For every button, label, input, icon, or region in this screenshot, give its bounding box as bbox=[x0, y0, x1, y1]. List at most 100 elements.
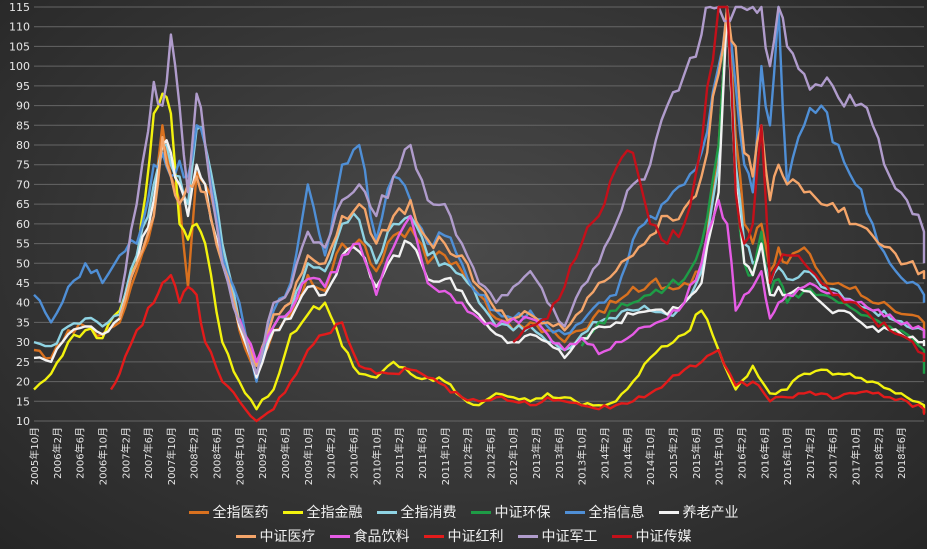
series-line-9 bbox=[118, 5, 926, 375]
x-tick-label: 2007年6月 bbox=[142, 427, 155, 479]
legend-label: 养老产业 bbox=[682, 505, 739, 521]
y-tick-label: 15 bbox=[16, 395, 30, 408]
x-tick-label: 2013年10月 bbox=[576, 427, 589, 485]
y-tick-label: 50 bbox=[16, 257, 30, 270]
legend-label: 全指消费 bbox=[400, 505, 457, 521]
legend-swatch bbox=[423, 534, 444, 538]
legend-swatch bbox=[329, 534, 350, 538]
x-axis-ticks: 2005年10月 2006年2月 2006年6月 2006年10月 2007年2月 200… bbox=[28, 427, 908, 485]
x-tick-label: 2007年10月 bbox=[165, 427, 178, 485]
x-tick-label: 2012年10月 bbox=[507, 427, 520, 485]
legend: 全指医药 全指金融 全指消费 中证环保 全指信息 养老产业 中证医疗 食品饮料 中证红利 中证军… bbox=[0, 500, 927, 548]
legend-label: 全指医药 bbox=[212, 505, 269, 521]
legend-item: 全指信息 bbox=[564, 502, 645, 522]
x-tick-label: 2008年6月 bbox=[211, 427, 224, 479]
legend-item: 全指医药 bbox=[188, 502, 269, 522]
x-tick-label: 2015年10月 bbox=[713, 427, 726, 485]
y-tick-label: 45 bbox=[16, 277, 30, 290]
y-tick-label: 35 bbox=[16, 316, 30, 329]
x-tick-label: 2017年6月 bbox=[827, 427, 840, 479]
plot-area bbox=[33, 5, 926, 423]
legend-swatch bbox=[376, 510, 397, 514]
series-line-0 bbox=[33, 5, 926, 375]
legend-swatch bbox=[235, 534, 256, 538]
y-tick-label: 40 bbox=[16, 297, 30, 310]
legend-label: 中证医疗 bbox=[259, 529, 316, 545]
legend-swatch bbox=[517, 534, 538, 538]
legend-item: 中证军工 bbox=[517, 526, 598, 546]
y-tick-label: 95 bbox=[16, 80, 30, 93]
y-tick-label: 60 bbox=[16, 218, 30, 231]
x-tick-label: 2008年10月 bbox=[233, 427, 246, 485]
x-tick-label: 2010年2月 bbox=[325, 427, 338, 479]
x-tick-label: 2017年2月 bbox=[804, 427, 817, 479]
x-tick-label: 2014年2月 bbox=[599, 427, 612, 479]
series-line-3 bbox=[580, 5, 926, 374]
series-line-5 bbox=[33, 5, 926, 379]
legend-swatch bbox=[611, 534, 632, 538]
x-tick-label: 2011年6月 bbox=[416, 427, 429, 479]
x-tick-label: 2018年2月 bbox=[872, 427, 885, 479]
y-tick-label: 110 bbox=[9, 21, 30, 34]
legend-swatch bbox=[282, 510, 303, 514]
x-tick-label: 2010年10月 bbox=[370, 427, 383, 485]
x-tick-label: 2009年6月 bbox=[279, 427, 292, 479]
x-tick-label: 2014年6月 bbox=[621, 427, 634, 479]
legend-label: 全指信息 bbox=[588, 505, 645, 521]
y-tick-label: 25 bbox=[16, 356, 30, 369]
y-tick-label: 55 bbox=[16, 238, 30, 251]
legend-label: 中证红利 bbox=[447, 529, 504, 545]
x-tick-label: 2006年6月 bbox=[74, 427, 87, 479]
x-tick-label: 2005年10月 bbox=[28, 427, 41, 485]
x-tick-label: 2009年10月 bbox=[302, 427, 315, 485]
series-line-8 bbox=[109, 273, 926, 423]
legend-item: 中证医疗 bbox=[235, 526, 316, 546]
x-tick-label: 2013年2月 bbox=[530, 427, 543, 479]
x-tick-label: 2014年10月 bbox=[644, 427, 657, 485]
x-tick-label: 2015年6月 bbox=[690, 427, 703, 479]
y-tick-label: 65 bbox=[16, 198, 30, 211]
legend-row-1: 全指医药 全指金融 全指消费 中证环保 全指信息 养老产业 bbox=[0, 500, 927, 524]
legend-row-2: 中证医疗 食品饮料 中证红利 中证军工 中证传媒 bbox=[0, 524, 927, 548]
legend-label: 中证军工 bbox=[541, 529, 598, 545]
legend-swatch bbox=[564, 510, 585, 514]
x-tick-label: 2006年10月 bbox=[96, 427, 109, 485]
y-tick-label: 80 bbox=[16, 139, 30, 152]
legend-swatch bbox=[470, 510, 491, 514]
legend-label: 中证传媒 bbox=[635, 529, 692, 545]
legend-item: 全指金融 bbox=[282, 502, 363, 522]
legend-item: 中证传媒 bbox=[611, 526, 692, 546]
x-tick-label: 2008年2月 bbox=[188, 427, 201, 479]
x-tick-label: 2016年6月 bbox=[758, 427, 771, 479]
x-tick-label: 2012年2月 bbox=[462, 427, 475, 479]
legend-item: 全指消费 bbox=[376, 502, 457, 522]
series-line-10 bbox=[512, 5, 926, 362]
x-tick-label: 2011年2月 bbox=[393, 427, 406, 479]
x-tick-label: 2015年2月 bbox=[667, 427, 680, 479]
legend-swatch bbox=[658, 510, 679, 514]
legend-label: 中证环保 bbox=[494, 505, 551, 521]
x-tick-label: 2009年2月 bbox=[256, 427, 269, 479]
legend-item: 中证红利 bbox=[423, 526, 504, 546]
series-line-4 bbox=[33, 5, 926, 383]
x-tick-label: 2018年6月 bbox=[895, 427, 908, 479]
legend-item: 养老产业 bbox=[658, 502, 739, 522]
y-tick-label: 100 bbox=[9, 60, 30, 73]
x-tick-label: 2012年6月 bbox=[484, 427, 497, 479]
y-tick-label: 105 bbox=[9, 40, 30, 53]
y-tick-label: 10 bbox=[16, 415, 30, 428]
x-tick-label: 2010年6月 bbox=[347, 427, 360, 479]
legend-swatch bbox=[188, 510, 209, 514]
y-tick-label: 70 bbox=[16, 178, 30, 191]
x-tick-label: 2011年10月 bbox=[439, 427, 452, 485]
y-tick-label: 30 bbox=[16, 336, 30, 349]
legend-label: 食品饮料 bbox=[353, 529, 410, 545]
y-tick-label: 85 bbox=[16, 119, 30, 132]
y-axis-ticks: 10 15 20 25 30 35 40 45 50 55 60 65 70 75 80 85 90 95 100 1… bbox=[9, 1, 30, 428]
x-tick-label: 2013年6月 bbox=[553, 427, 566, 479]
legend-item: 食品饮料 bbox=[329, 526, 410, 546]
series-line-7 bbox=[238, 198, 926, 364]
x-tick-label: 2007年2月 bbox=[119, 427, 132, 479]
x-tick-label: 2016年10月 bbox=[781, 427, 794, 485]
